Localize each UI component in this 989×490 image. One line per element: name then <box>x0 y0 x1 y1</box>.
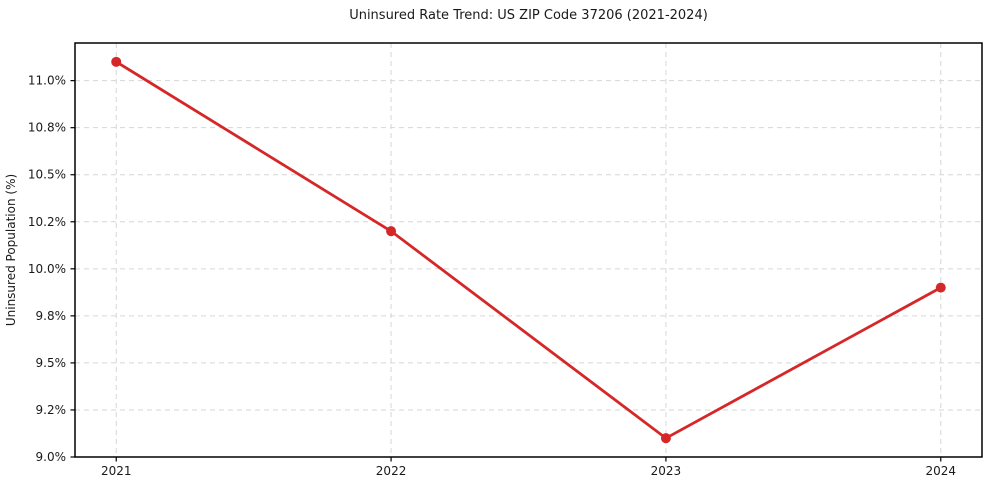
x-tick-label: 2022 <box>376 464 407 478</box>
data-point-marker <box>111 56 122 67</box>
y-axis-label: Uninsured Population (%) <box>4 173 18 327</box>
y-tick-label: 9.0% <box>36 450 67 464</box>
x-tick-label: 2023 <box>651 464 682 478</box>
y-tick-label: 10.8% <box>28 121 66 135</box>
plot-border <box>74 42 983 458</box>
data-point-marker <box>660 433 671 444</box>
trend-line <box>114 60 943 440</box>
y-tick-label: 10.0% <box>28 262 66 276</box>
data-point-marker <box>935 282 946 293</box>
y-tick-label: 10.2% <box>28 215 66 229</box>
y-tick-label: 9.2% <box>36 403 67 417</box>
y-tick-label: 9.5% <box>36 356 67 370</box>
x-tick-label: 2021 <box>101 464 132 478</box>
y-tick-label: 11.0% <box>28 74 66 88</box>
y-tick-label: 9.8% <box>36 309 67 323</box>
data-point-marker <box>386 226 397 237</box>
y-tick-label: 10.5% <box>28 168 66 182</box>
x-tick-label: 2024 <box>925 464 956 478</box>
chart-title: Uninsured Rate Trend: US ZIP Code 37206 … <box>349 8 708 23</box>
